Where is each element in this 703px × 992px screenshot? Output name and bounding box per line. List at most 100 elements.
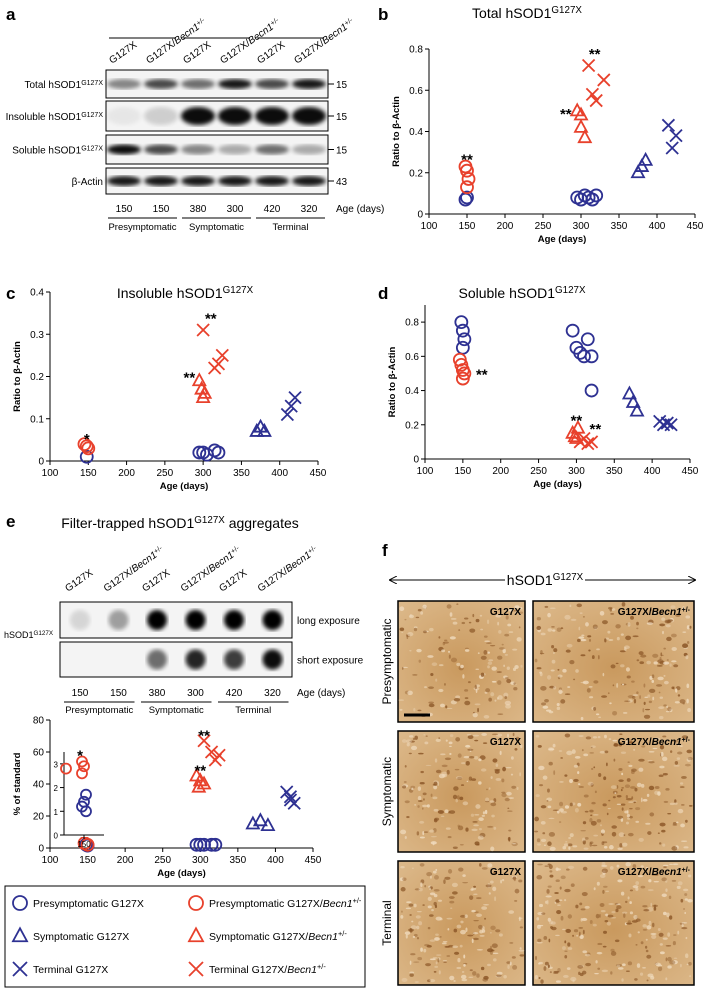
tissue-texture: [461, 621, 466, 625]
tissue-texture: [466, 780, 469, 783]
tissue-texture: [481, 814, 486, 817]
tissue-texture: [607, 630, 611, 634]
tissue-texture: [626, 813, 631, 818]
tissue-texture: [589, 920, 593, 924]
tissue-texture: [570, 883, 575, 887]
tissue-texture: [633, 698, 637, 704]
tissue-texture: [503, 664, 505, 668]
text-part: +/-: [682, 737, 691, 744]
tissue-texture: [662, 864, 669, 867]
tissue-texture: [551, 626, 555, 628]
tissue-texture: [667, 956, 672, 962]
tissue-texture: [457, 753, 462, 758]
significance: **: [461, 151, 473, 168]
x-tick-label: 300: [192, 855, 209, 866]
tissue-texture: [669, 960, 676, 965]
tissue-texture: [638, 767, 644, 772]
tissue-texture: [661, 614, 664, 616]
tissue-texture: [459, 796, 464, 801]
tissue-texture: [492, 958, 497, 962]
tissue-texture: [640, 654, 647, 658]
tissue-texture: [579, 612, 583, 615]
tissue-texture: [564, 940, 567, 944]
tissue-texture: [473, 893, 478, 895]
y-tick-label: 0.8: [405, 318, 419, 329]
tissue-texture: [553, 686, 557, 690]
tissue-texture: [591, 801, 596, 805]
tissue-texture: [666, 705, 669, 709]
tissue-texture: [537, 843, 541, 846]
tissue-texture: [536, 924, 541, 929]
blot-band: [218, 144, 252, 155]
tissue-texture: [474, 739, 479, 742]
tissue-texture: [679, 745, 683, 747]
tissue-texture: [580, 681, 586, 684]
tissue-texture: [681, 927, 688, 930]
chart-title: Insoluble hSOD1G127X: [117, 285, 254, 302]
tissue-texture: [674, 799, 677, 804]
tissue-texture: [404, 618, 407, 621]
tissue-texture: [610, 785, 617, 790]
tissue-texture: [577, 783, 581, 786]
tissue-texture: [449, 900, 455, 904]
tissue-texture: [514, 888, 520, 894]
tissue-texture: [679, 782, 684, 785]
tissue-texture: [510, 773, 514, 776]
tissue-texture: [494, 699, 497, 702]
tissue-texture: [673, 740, 679, 743]
y-tick-label: 2: [54, 784, 59, 793]
tissue-texture: [648, 751, 655, 753]
tissue-texture: [659, 744, 665, 750]
tissue-texture: [625, 797, 633, 801]
text-part: Insoluble hSOD1: [6, 112, 82, 123]
text-part: G127X: [34, 630, 54, 637]
tissue-texture: [446, 707, 453, 710]
tissue-texture: [593, 766, 596, 769]
tissue-texture: [498, 647, 505, 650]
tissue-texture: [666, 659, 669, 661]
text-part: +/-: [353, 896, 362, 905]
tissue-texture: [508, 631, 514, 633]
tissue-texture: [637, 875, 643, 878]
tissue-texture: [648, 700, 653, 704]
lane-label: G127X: [181, 39, 213, 66]
tissue-texture: [610, 917, 617, 919]
tissue-texture: [474, 814, 480, 816]
tissue-texture: [498, 743, 505, 747]
lane-label: G127X: [107, 39, 139, 66]
tissue-texture: [610, 951, 617, 956]
text-part: G127X: [81, 145, 103, 152]
tissue-texture: [439, 703, 445, 708]
tissue-texture: [601, 969, 609, 973]
text-part: G127X: [181, 39, 213, 66]
y-tick-label: 0.4: [405, 386, 419, 397]
tissue-texture: [548, 761, 553, 766]
tissue-texture: [632, 864, 637, 869]
tissue-texture: [485, 797, 490, 802]
tissue-texture: [677, 930, 680, 935]
tissue-texture: [496, 671, 502, 673]
tissue-texture: [494, 770, 500, 774]
tissue-texture: [665, 787, 670, 791]
tissue-texture: [658, 715, 664, 720]
tissue-texture: [471, 828, 478, 832]
y-axis-label: Ratio to β-Actin: [12, 341, 23, 412]
tissue-texture: [446, 917, 453, 920]
blot-band: [255, 144, 289, 155]
tissue-texture: [567, 942, 571, 947]
panel-title: Filter-trapped hSOD1G127X aggregates: [61, 515, 299, 532]
marker-triangle: [11, 926, 29, 943]
tissue-texture: [547, 964, 550, 969]
tissue-texture: [400, 887, 406, 892]
tissue-texture: [651, 934, 657, 939]
row-label: β-Actin: [72, 177, 103, 188]
tissue-texture: [645, 822, 651, 825]
tissue-texture: [546, 800, 549, 802]
marker-circle: [208, 837, 223, 852]
tissue-texture: [548, 748, 555, 751]
marker-cross: [197, 734, 211, 748]
tissue-texture: [401, 739, 407, 743]
tissue-texture: [492, 952, 499, 955]
marker-triangle: [573, 106, 589, 121]
x-tick-label: 200: [497, 221, 514, 232]
